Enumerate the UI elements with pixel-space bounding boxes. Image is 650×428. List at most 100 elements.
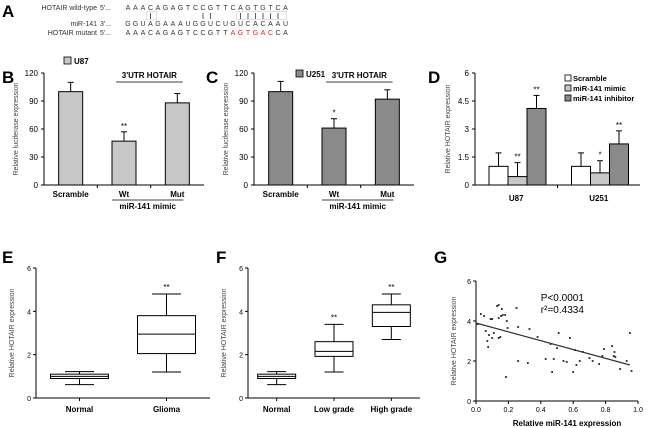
nucleotide: G: [260, 5, 265, 12]
nucleotide: C: [275, 5, 280, 12]
chart-c-luciferase-u251: 0 30 60 90 120 Relative luciferase expression…: [223, 69, 414, 211]
y-tick-label: 2: [27, 353, 31, 360]
sequence-label: miR-141: [71, 21, 98, 28]
y-axis-label: Relative HOTAIR expression: [221, 288, 228, 377]
nucleotide: C: [200, 30, 205, 37]
nucleotide: T: [223, 30, 228, 37]
y-tick-label: 30: [239, 153, 248, 162]
data-point: [497, 317, 500, 319]
bar: [571, 165, 591, 186]
nucleotide: U: [140, 21, 145, 28]
y-tick-label: 60: [239, 125, 248, 134]
legend-label: miR-141 mimic: [573, 84, 626, 93]
data-point: [484, 330, 487, 332]
data-point: [499, 336, 502, 338]
legend-label: miR-141 inhibitor: [573, 94, 634, 103]
box: [137, 315, 196, 355]
data-point: [528, 328, 531, 330]
nucleotide: U: [185, 21, 190, 28]
x-tick-label: Low grade: [314, 405, 355, 414]
sequence-label: HOTAIR wild-type: [42, 5, 98, 12]
nucleotide: C: [268, 30, 273, 37]
nucleotide: A: [171, 21, 176, 28]
nucleotide: T: [223, 5, 228, 12]
x-tick-label: 0.4: [536, 407, 546, 414]
x-axis-label: Relative miR-141 expression: [513, 419, 622, 428]
y-axis-label: Relative HOTAIR expression: [9, 288, 16, 377]
y-tick-label: 0: [244, 181, 249, 190]
sequence-label: HOTAIR mutant: [48, 30, 97, 37]
x-tick-label: 0.8: [601, 407, 611, 414]
data-point: [578, 360, 581, 362]
legend-label: Scramble: [573, 74, 607, 83]
nucleotide: A: [276, 21, 281, 28]
y-tick-label: 0: [465, 181, 470, 190]
data-point: [526, 362, 529, 364]
data-point: [491, 318, 494, 320]
nucleotide: C: [215, 21, 220, 28]
data-point: [496, 305, 498, 307]
data-point: [486, 340, 489, 342]
legend-swatch: [295, 69, 304, 78]
nucleotide: A: [163, 21, 168, 28]
panel-label-c: C: [206, 68, 219, 87]
data-point: [505, 320, 508, 322]
x-tick-label: 0.2: [504, 407, 514, 414]
nucleotide: G: [208, 5, 213, 12]
nucleotide: G: [193, 21, 198, 28]
nucleotide: T: [216, 5, 221, 12]
nucleotide: A: [141, 5, 146, 12]
panel-label-f: F: [216, 248, 227, 267]
y-tick-label: 6: [27, 266, 31, 273]
legend-swatch: [564, 84, 572, 92]
r-squared-annotation: r²=0.4334: [541, 305, 585, 316]
data-point: [501, 308, 503, 310]
data-point: [506, 327, 509, 329]
data-point: [611, 345, 613, 347]
y-tick-label: 0: [467, 399, 471, 406]
data-point: [552, 358, 555, 360]
legend-swatch: [63, 56, 72, 65]
y-tick-label: 4: [467, 319, 471, 326]
data-point: [565, 361, 568, 363]
nucleotide: C: [193, 5, 198, 12]
significance-marker: **: [388, 283, 394, 292]
nucleotide: T: [186, 5, 191, 12]
nucleotide: C: [200, 5, 205, 12]
data-point: [562, 360, 565, 362]
nucleotide: T: [216, 30, 221, 37]
legend-label: U251: [306, 70, 326, 79]
y-tick-label: 60: [29, 125, 38, 134]
nucleotide: A: [261, 30, 266, 37]
nucleotide: G: [208, 30, 213, 37]
nucleotide: T: [268, 5, 273, 12]
y-tick-label: 0: [27, 396, 31, 403]
nucleotide: A: [133, 30, 138, 37]
x-tick-label: U87: [509, 194, 524, 203]
group-label: miR-141 mimic: [119, 202, 176, 211]
significance-marker: **: [331, 313, 337, 322]
data-point: [497, 337, 500, 339]
data-point: [491, 337, 494, 339]
x-tick-label: Glioma: [153, 405, 181, 414]
y-tick-label: 120: [25, 69, 39, 78]
data-point: [517, 326, 520, 328]
nucleotide: G: [163, 5, 168, 12]
nucleotide: G: [163, 30, 168, 37]
annotation-3utr: 3'UTR HOTAIR: [332, 71, 387, 80]
group-label: miR-141 mimic: [329, 202, 386, 211]
significance-marker: *: [332, 109, 335, 118]
panel-label-g: G: [434, 248, 448, 267]
bar: [609, 143, 629, 186]
x-tick-label: U251: [589, 194, 609, 203]
bar: [374, 98, 400, 186]
data-point: [488, 334, 490, 336]
data-point: [625, 360, 628, 362]
data-point: [497, 304, 500, 306]
chart-f-boxplot-grade: 0 2 4 6 Relative HOTAIR expression Normal ** Lo…: [221, 266, 420, 414]
data-point: [569, 337, 571, 339]
nucleotide: T: [246, 30, 251, 37]
significance-marker: **: [514, 153, 520, 162]
data-point: [505, 376, 507, 378]
y-tick-label: 2: [467, 359, 471, 366]
